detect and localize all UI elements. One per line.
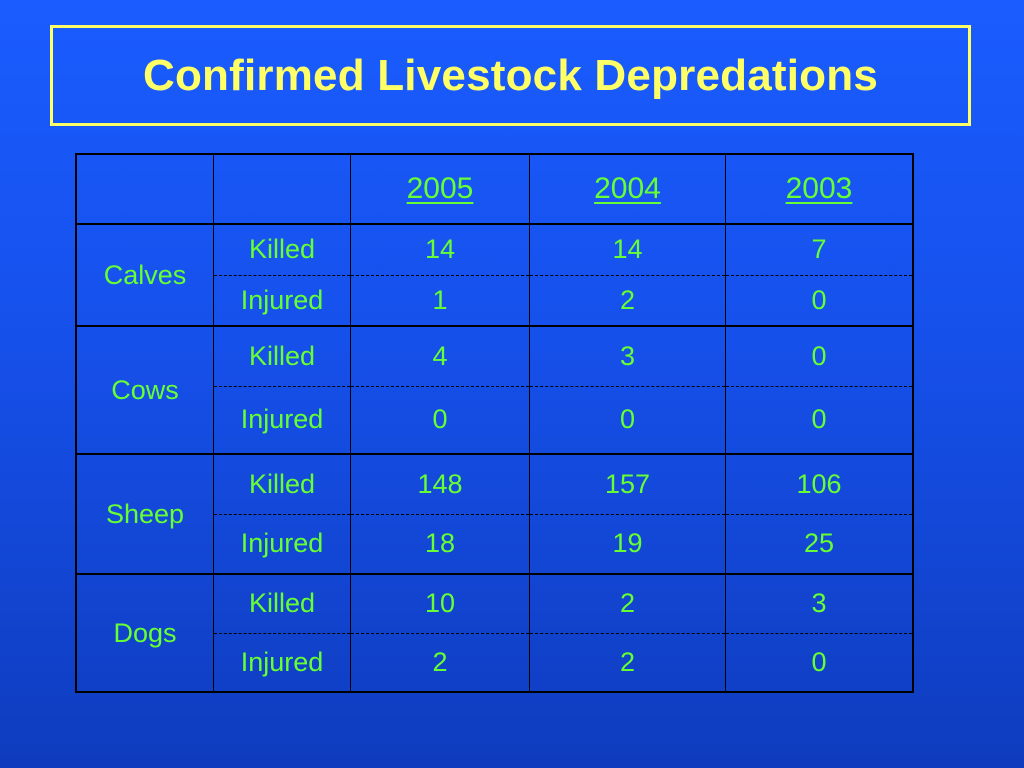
value-cell: 0	[529, 386, 726, 455]
type-label: Killed	[213, 224, 351, 276]
value-cell: 3	[725, 574, 914, 634]
depredations-table: 2005 2004 2003 Calves Killed 14 14 7 Inj…	[75, 153, 914, 693]
value-cell: 25	[725, 514, 914, 575]
title-box: Confirmed Livestock Depredations	[50, 25, 971, 126]
value-cell: 2	[529, 574, 726, 634]
table-row: Injured 0 0 0	[76, 386, 914, 455]
value-cell: 148	[350, 454, 530, 515]
species-label: Dogs	[75, 574, 214, 693]
table-row: Injured 2 2 0	[76, 633, 914, 693]
value-cell: 2	[529, 275, 726, 327]
table-row: Injured 1 2 0	[76, 275, 914, 327]
type-label: Injured	[213, 275, 351, 327]
header-year-cell: 2004	[529, 154, 726, 225]
value-cell: 4	[350, 326, 530, 387]
species-label: Calves	[75, 224, 214, 327]
species-label: Cows	[75, 326, 214, 455]
slide-title: Confirmed Livestock Depredations	[143, 50, 878, 100]
table-row: Calves Killed 14 14 7	[75, 224, 914, 327]
type-label: Killed	[213, 574, 351, 634]
type-label: Killed	[213, 454, 351, 515]
header-blank-type	[213, 154, 351, 225]
value-cell: 14	[350, 224, 530, 276]
type-label: Injured	[213, 633, 351, 693]
header-blank-species	[75, 154, 214, 225]
value-cell: 0	[725, 326, 914, 387]
value-cell: 14	[529, 224, 726, 276]
value-cell: 19	[529, 514, 726, 575]
value-cell: 2	[529, 633, 726, 693]
table-row: Cows Killed 4 3 0	[75, 326, 914, 455]
value-cell: 0	[725, 633, 914, 693]
header-year-cell: 2003	[725, 154, 914, 225]
type-label: Injured	[213, 514, 351, 575]
year-label: 2004	[594, 172, 661, 205]
year-label: 2005	[406, 172, 474, 205]
value-cell: 7	[725, 224, 914, 276]
type-label: Injured	[213, 386, 351, 455]
value-cell: 0	[725, 386, 914, 455]
type-label: Killed	[213, 326, 351, 387]
table-row: Dogs Killed 10 2 3	[75, 574, 914, 693]
value-cell: 0	[725, 275, 914, 327]
value-cell: 2	[350, 633, 530, 693]
value-cell: 157	[529, 454, 726, 515]
table-row: Injured 18 19 25	[76, 514, 914, 575]
table-row: Sheep Killed 148 157 106	[75, 454, 914, 575]
value-cell: 0	[350, 386, 530, 455]
value-cell: 106	[725, 454, 914, 515]
table-header-row: 2005 2004 2003	[75, 154, 914, 225]
value-cell: 1	[350, 275, 530, 327]
value-cell: 10	[350, 574, 530, 634]
species-label: Sheep	[75, 454, 214, 575]
year-label: 2003	[785, 172, 853, 205]
header-year-cell: 2005	[350, 154, 530, 225]
value-cell: 18	[350, 514, 530, 575]
value-cell: 3	[529, 326, 726, 387]
